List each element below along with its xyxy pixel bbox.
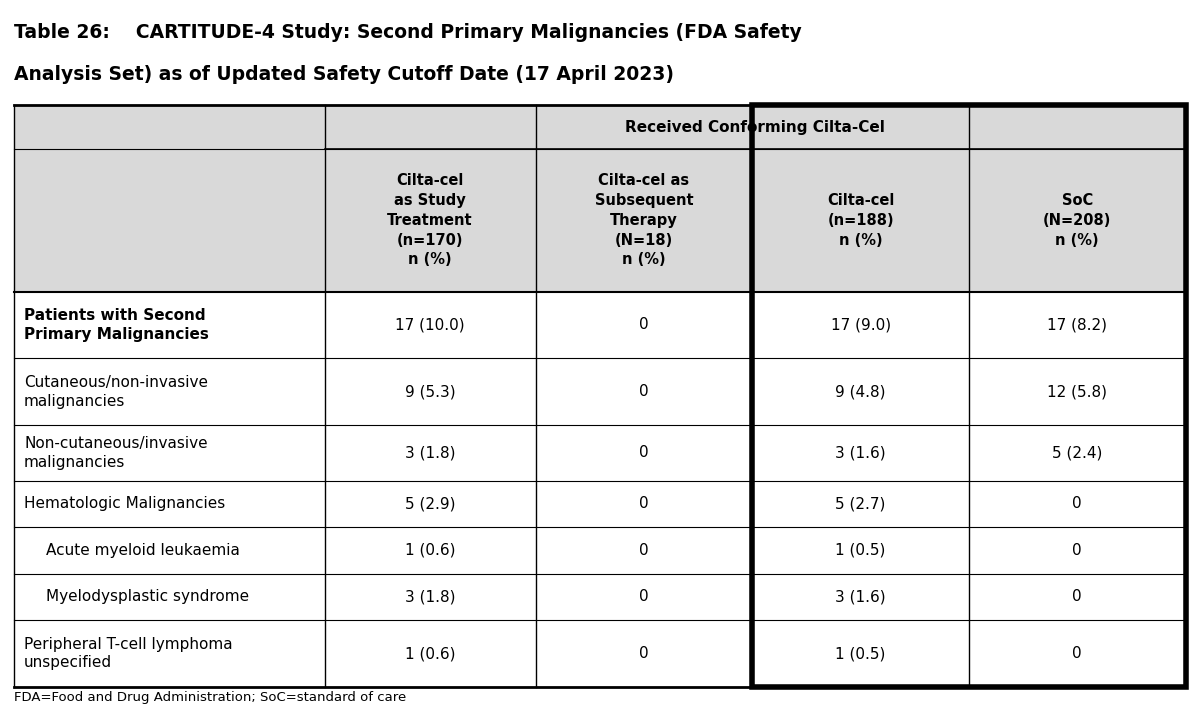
Text: SoC
(N=208)
n (%): SoC (N=208) n (%) [1043, 193, 1111, 248]
Text: 9 (5.3): 9 (5.3) [404, 385, 456, 399]
Text: 5 (2.9): 5 (2.9) [404, 497, 456, 511]
Text: 17 (9.0): 17 (9.0) [830, 318, 890, 332]
Text: 1 (0.6): 1 (0.6) [404, 543, 456, 558]
Text: Table 26:    CARTITUDE-4 Study: Second Primary Malignancies (FDA Safety: Table 26: CARTITUDE-4 Study: Second Prim… [14, 23, 802, 42]
Text: Non-cutaneous/invasive
malignancies: Non-cutaneous/invasive malignancies [24, 436, 208, 470]
Text: 5 (2.7): 5 (2.7) [835, 497, 886, 511]
Text: 3 (1.6): 3 (1.6) [835, 446, 886, 460]
Text: Patients with Second
Primary Malignancies: Patients with Second Primary Malignancie… [24, 308, 209, 342]
Text: 0: 0 [640, 543, 649, 558]
Text: 0: 0 [640, 497, 649, 511]
Text: Acute myeloid leukaemia: Acute myeloid leukaemia [46, 543, 240, 558]
Text: Analysis Set) as of Updated Safety Cutoff Date (17 April 2023): Analysis Set) as of Updated Safety Cutof… [14, 65, 674, 84]
Text: 17 (8.2): 17 (8.2) [1048, 318, 1108, 332]
Text: Cilta-cel
as Study
Treatment
(n=170)
n (%): Cilta-cel as Study Treatment (n=170) n (… [388, 173, 473, 268]
Text: 12 (5.8): 12 (5.8) [1048, 385, 1108, 399]
Text: 0: 0 [640, 646, 649, 661]
Text: Hematologic Malignancies: Hematologic Malignancies [24, 497, 226, 511]
Text: 1 (0.5): 1 (0.5) [835, 543, 886, 558]
Text: Myelodysplastic syndrome: Myelodysplastic syndrome [46, 590, 248, 604]
Text: 1 (0.5): 1 (0.5) [835, 646, 886, 661]
Text: 9 (4.8): 9 (4.8) [835, 385, 886, 399]
Text: 1 (0.6): 1 (0.6) [404, 646, 456, 661]
Text: 3 (1.8): 3 (1.8) [404, 446, 456, 460]
Text: FDA=Food and Drug Administration; SoC=standard of care: FDA=Food and Drug Administration; SoC=st… [14, 691, 407, 704]
Text: 0: 0 [640, 318, 649, 332]
Text: Cilta-cel
(n=188)
n (%): Cilta-cel (n=188) n (%) [827, 193, 894, 248]
Text: 0: 0 [1073, 646, 1082, 661]
Text: 0: 0 [640, 385, 649, 399]
Text: Cutaneous/non-invasive
malignancies: Cutaneous/non-invasive malignancies [24, 375, 208, 409]
Text: 0: 0 [640, 590, 649, 604]
Text: 3 (1.8): 3 (1.8) [404, 590, 456, 604]
Text: Peripheral T-cell lymphoma
unspecified: Peripheral T-cell lymphoma unspecified [24, 637, 233, 670]
Text: 5 (2.4): 5 (2.4) [1052, 446, 1103, 460]
Text: 0: 0 [1073, 543, 1082, 558]
Text: Received Conforming Cilta-Cel: Received Conforming Cilta-Cel [625, 120, 886, 134]
Text: 0: 0 [640, 446, 649, 460]
Text: 3 (1.6): 3 (1.6) [835, 590, 886, 604]
Text: 0: 0 [1073, 590, 1082, 604]
Text: 0: 0 [1073, 497, 1082, 511]
Text: Cilta-cel as
Subsequent
Therapy
(N=18)
n (%): Cilta-cel as Subsequent Therapy (N=18) n… [595, 173, 694, 268]
Text: 17 (10.0): 17 (10.0) [395, 318, 464, 332]
